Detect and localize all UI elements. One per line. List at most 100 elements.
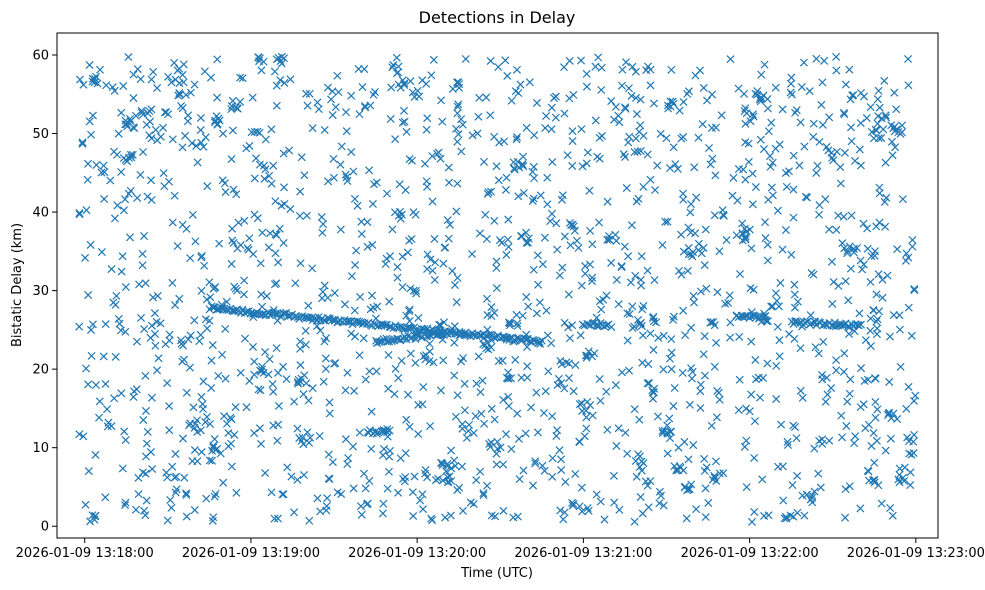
detection-point <box>330 359 339 368</box>
detection-point <box>350 386 359 395</box>
detection-point <box>178 70 187 79</box>
detection-point <box>869 429 878 438</box>
detection-point <box>591 62 600 71</box>
detection-point <box>133 193 142 202</box>
detection-point <box>165 401 174 411</box>
detection-point <box>129 70 138 79</box>
detection-point <box>305 89 314 98</box>
detection-point <box>626 278 635 287</box>
detection-point <box>607 97 616 106</box>
x-axis-title: Time (UTC) <box>460 566 533 581</box>
detection-point <box>206 293 215 302</box>
detection-point <box>400 477 409 486</box>
detection-point <box>898 121 907 130</box>
detection-point <box>477 409 486 418</box>
detection-point <box>256 386 265 395</box>
detection-point <box>466 498 475 507</box>
detection-point <box>882 193 891 202</box>
y-tick-label: 20 <box>32 363 49 378</box>
detection-point <box>564 359 573 368</box>
detection-point <box>245 234 254 243</box>
detection-point <box>495 138 504 147</box>
detection-point <box>114 129 123 138</box>
detection-point <box>453 273 462 282</box>
detection-point <box>597 85 606 94</box>
detection-point <box>906 481 915 490</box>
detection-point <box>872 290 881 299</box>
detection-point <box>279 309 288 318</box>
detection-point <box>624 252 633 261</box>
detection-point <box>450 371 459 380</box>
detection-point <box>236 368 245 377</box>
detection-point <box>747 244 756 253</box>
detection-point <box>679 195 688 204</box>
detection-point <box>594 53 603 62</box>
detection-point <box>596 396 605 405</box>
detection-point <box>630 405 639 414</box>
detection-point <box>471 412 480 421</box>
detection-point <box>844 329 853 338</box>
detection-point <box>125 233 135 242</box>
detection-point <box>584 506 593 515</box>
detection-point <box>503 71 512 80</box>
detection-point <box>86 240 95 249</box>
detection-point <box>815 137 824 146</box>
detection-point <box>879 125 888 134</box>
detection-point <box>411 359 420 368</box>
detection-point <box>279 149 288 158</box>
detection-point <box>524 302 533 311</box>
detection-point <box>426 255 435 264</box>
detection-point <box>701 512 710 522</box>
detection-point <box>612 275 621 284</box>
detection-point <box>313 98 322 107</box>
detection-point <box>361 375 370 384</box>
detection-point <box>557 195 566 204</box>
detection-point <box>506 319 515 328</box>
detection-point <box>455 83 464 92</box>
detection-point <box>881 222 890 231</box>
detection-point <box>881 111 890 120</box>
detection-point <box>232 286 242 295</box>
detection-point <box>679 247 688 256</box>
detection-point <box>578 406 587 415</box>
detection-point <box>301 340 310 349</box>
detection-point <box>869 134 878 143</box>
detection-point <box>793 471 802 480</box>
detection-point <box>210 492 219 501</box>
detection-point <box>502 430 511 439</box>
detection-point <box>790 280 799 289</box>
detection-point <box>486 442 495 451</box>
detection-point <box>190 316 199 325</box>
detection-point <box>663 421 672 430</box>
detection-point <box>878 293 887 302</box>
detection-point <box>87 351 96 360</box>
detection-point <box>342 173 351 182</box>
detection-point <box>643 266 652 275</box>
detection-point <box>151 125 160 134</box>
detection-point <box>529 162 538 171</box>
detection-point <box>832 356 841 365</box>
detection-point <box>582 413 591 422</box>
detection-point <box>873 315 882 324</box>
detection-point <box>337 142 346 151</box>
detection-point <box>607 258 616 267</box>
detection-point <box>763 104 772 113</box>
detection-point <box>881 446 890 455</box>
detection-point <box>451 461 460 470</box>
detection-point <box>268 380 277 389</box>
detection-point <box>582 353 591 362</box>
detection-point <box>439 259 448 268</box>
detection-point <box>285 146 294 155</box>
detection-point <box>571 361 580 370</box>
detection-point <box>418 490 427 499</box>
detection-point <box>136 170 145 179</box>
detection-point <box>837 320 846 329</box>
detection-point <box>843 246 852 255</box>
detection-point <box>190 506 199 515</box>
detection-point <box>355 351 364 360</box>
detection-point <box>103 405 112 414</box>
detection-point <box>787 250 796 259</box>
detection-point <box>383 484 392 493</box>
detection-point <box>91 380 101 390</box>
detection-point <box>597 131 607 141</box>
